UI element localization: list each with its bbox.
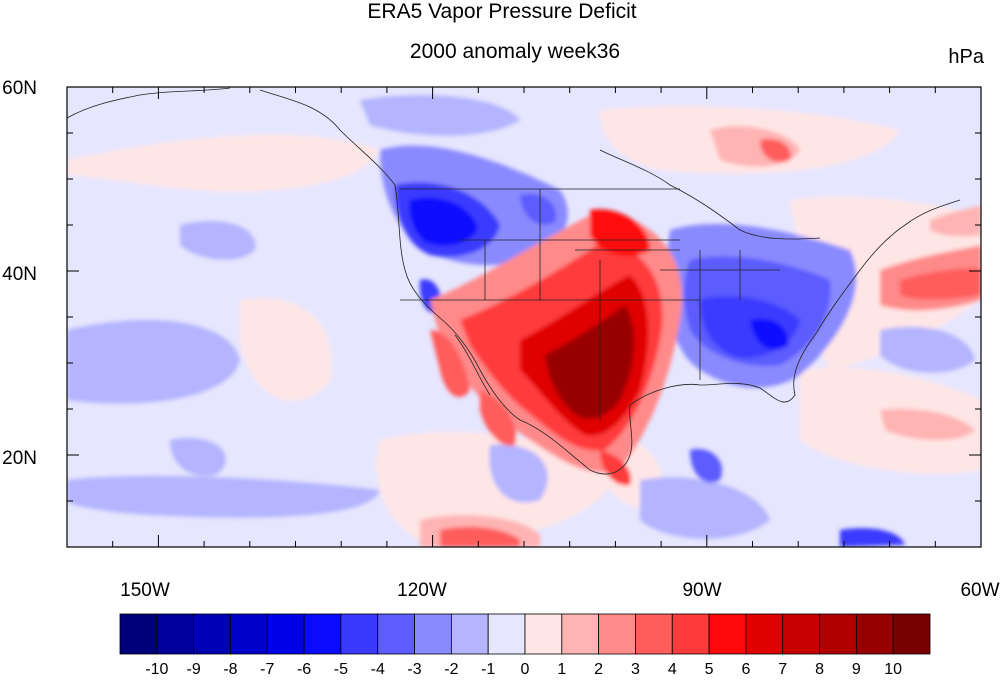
colorbar-swatch: [414, 613, 452, 655]
colorbar-swatch: [745, 613, 784, 655]
colorbar-swatch: [524, 613, 563, 655]
colorbar-label: 7: [778, 661, 787, 678]
plot-subtitle: 2000 anomaly week36: [409, 40, 621, 63]
colorbar-label: -7: [260, 661, 274, 678]
colorbar-label: 9: [852, 661, 861, 678]
colorbar-swatch: [855, 613, 894, 655]
colorbar-label: 0: [521, 661, 530, 678]
colorbar-swatch: [819, 613, 857, 655]
colorbar-swatch: [635, 613, 673, 655]
lat-label-40n: 40N: [2, 264, 37, 285]
colorbar-swatch: [708, 613, 747, 655]
axis-ticks: [66, 86, 982, 548]
colorbar-swatch: [671, 613, 710, 655]
lon-label-90w: 90W: [682, 580, 721, 601]
lat-axis-labels: 60N 40N 20N: [2, 78, 37, 469]
colorbar-label: 6: [741, 661, 750, 678]
lon-axis-labels: 150W 120W 90W 60W: [120, 580, 999, 601]
colorbar-swatch: [487, 613, 526, 655]
colorbar-swatch: [193, 613, 231, 655]
colorbar-swatch: [450, 613, 489, 655]
anomaly-field: [67, 95, 981, 547]
colorbar-label: 8: [815, 661, 824, 678]
colorbar-swatch: [266, 613, 305, 655]
colorbar-swatch: [340, 613, 379, 655]
colorbar-label: -1: [481, 661, 495, 678]
colorbar-label: 10: [884, 661, 902, 678]
colorbar-swatch: [561, 613, 600, 655]
colorbar-swatch: [598, 613, 636, 655]
colorbar-label: -6: [297, 661, 311, 678]
colorbar-label: -8: [223, 661, 237, 678]
map-panel: [66, 86, 982, 548]
lat-label-60n: 60N: [2, 78, 37, 99]
colorbar-swatch: [892, 613, 931, 655]
units-label: hPa: [948, 46, 984, 68]
colorbar-swatch: [156, 613, 195, 655]
colorbar-label: 1: [557, 661, 566, 678]
colorbar-label: 3: [631, 661, 640, 678]
colorbar-label: -10: [145, 661, 168, 678]
colorbar: -10 -9 -8 -7 -6 -5 -4 -3 -2 -1 0 1 2 3 4 5 6 7 8 9 10: [119, 613, 931, 678]
colorbar-label: 2: [594, 661, 603, 678]
colorbar-label: -9: [187, 661, 201, 678]
colorbar-label: -4: [371, 661, 385, 678]
lat-label-20n: 20N: [2, 448, 37, 469]
colorbar-swatch: [782, 613, 820, 655]
colorbar-swatch: [303, 613, 342, 655]
colorbar-label: -5: [334, 661, 348, 678]
colorbar-swatch: [230, 613, 268, 655]
colorbar-label: 4: [668, 661, 677, 678]
lon-label-150w: 150W: [120, 580, 170, 601]
lon-label-60w: 60W: [960, 580, 999, 601]
colorbar-swatch: [119, 613, 158, 655]
plot-title: ERA5 Vapor Pressure Deficit: [367, 0, 637, 23]
colorbar-label: -3: [407, 661, 421, 678]
colorbar-swatch: [377, 613, 415, 655]
colorbar-label: 5: [705, 661, 714, 678]
lon-label-120w: 120W: [397, 580, 447, 601]
colorbar-label: -2: [444, 661, 458, 678]
